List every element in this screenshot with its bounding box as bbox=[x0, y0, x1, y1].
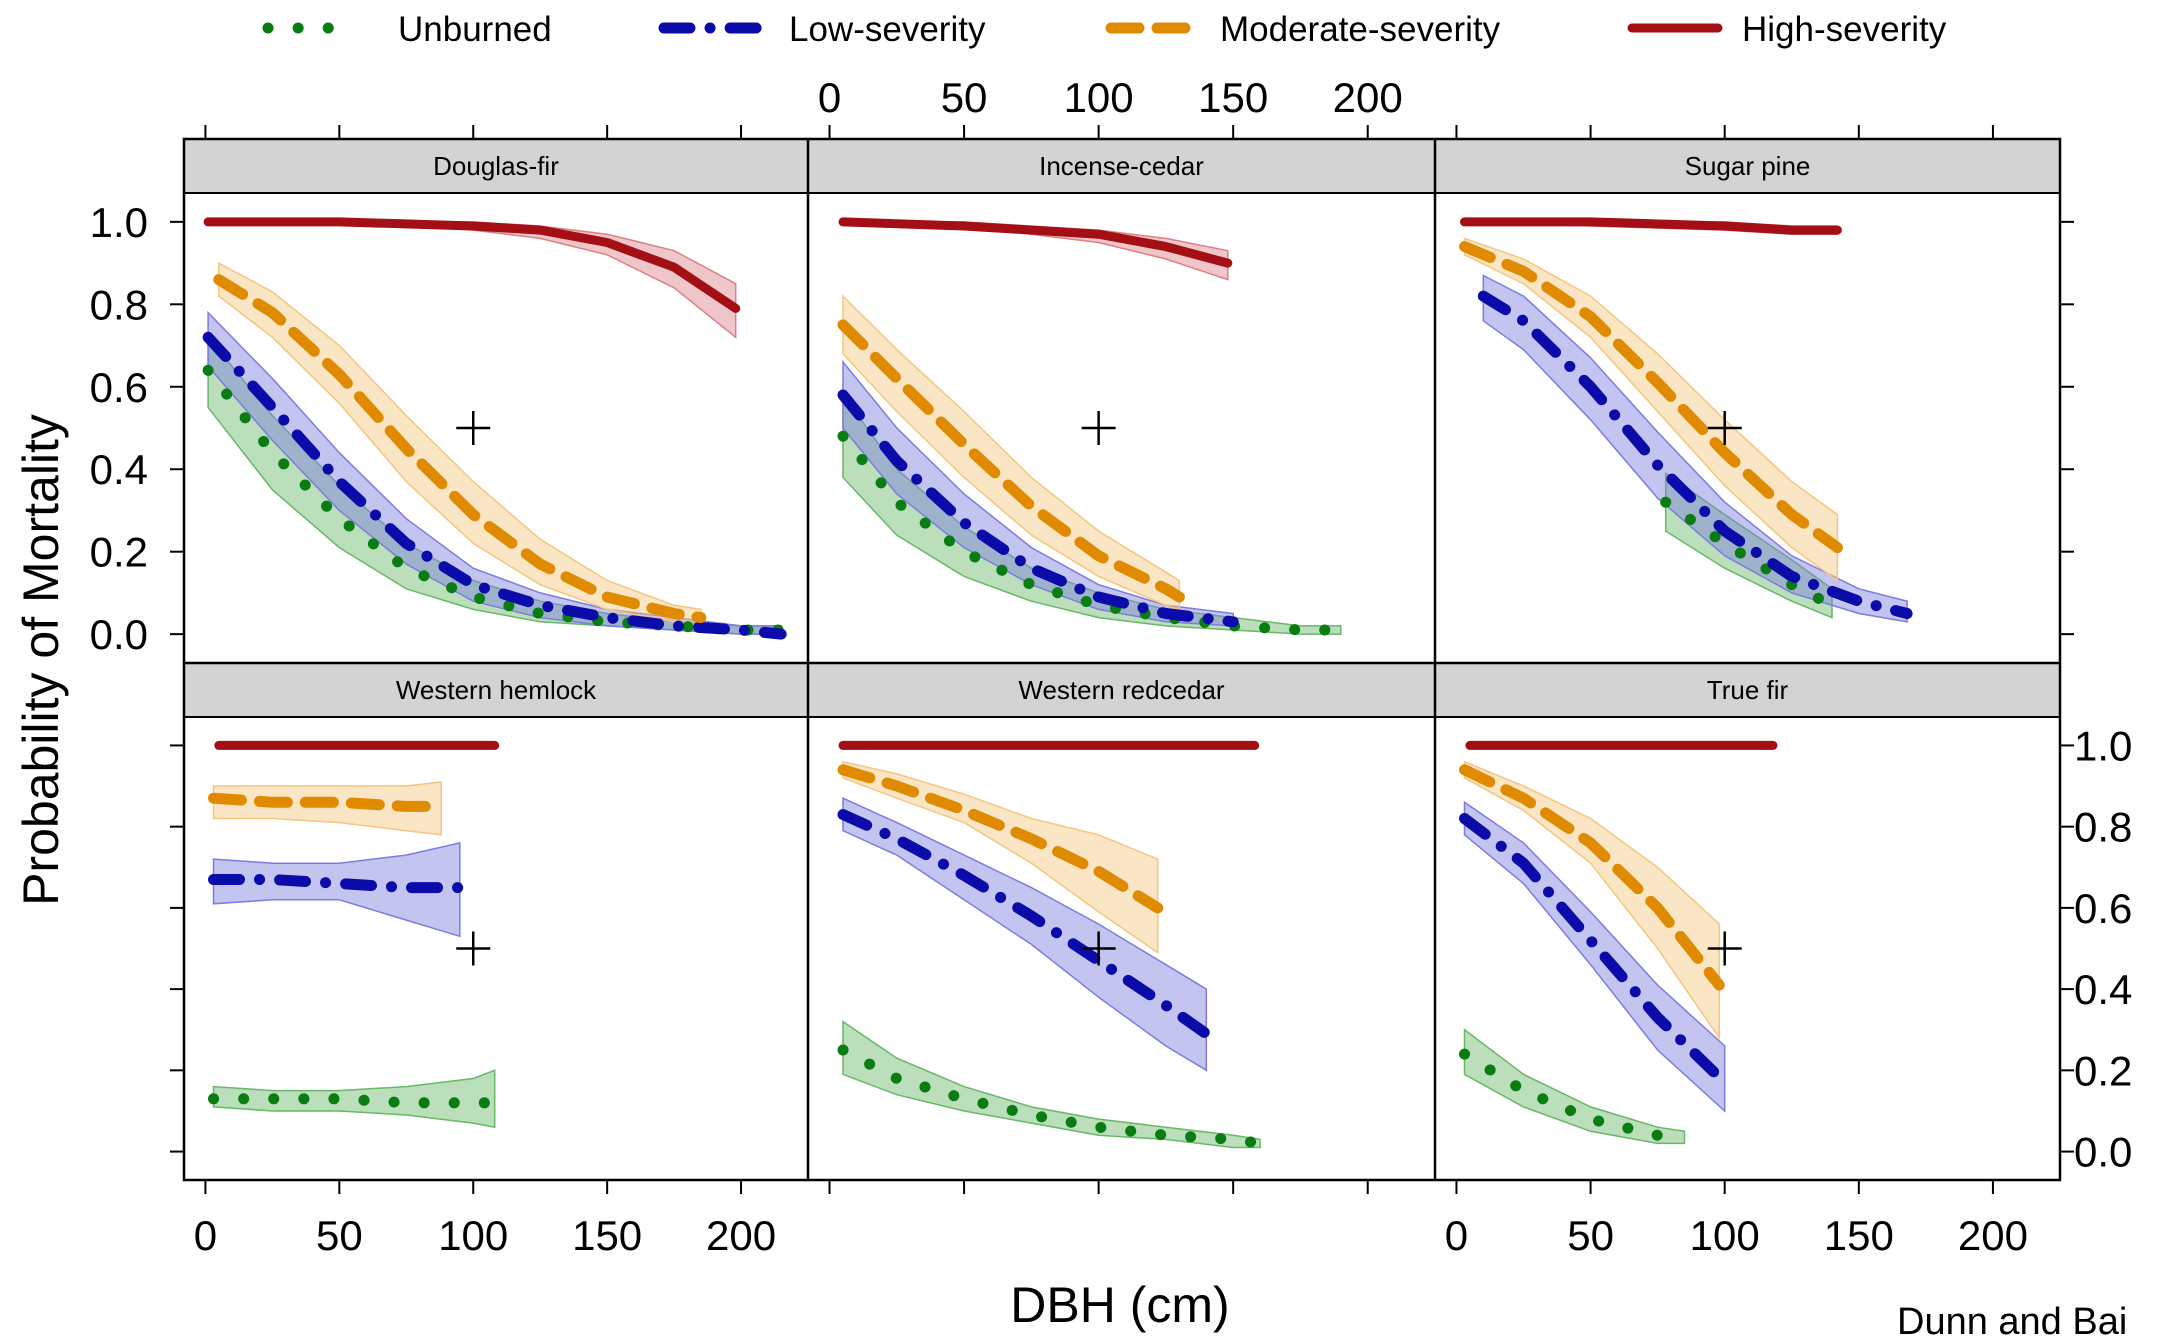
reference-cross-marker bbox=[456, 931, 491, 966]
panel-strip bbox=[183, 138, 809, 194]
confidence-band-unburned bbox=[1463, 1028, 1686, 1145]
confidence-band-low bbox=[1482, 274, 1908, 623]
attribution-credit: Dunn and Bai bbox=[1897, 1303, 2128, 1339]
y-tick-label-right: 0.0 bbox=[2074, 1129, 2132, 1176]
panel-strip bbox=[183, 662, 809, 718]
panel-series bbox=[837, 217, 1347, 636]
y-tick-label: 0.4 bbox=[90, 446, 148, 493]
reference-cross-marker bbox=[1081, 411, 1116, 445]
x-tick-label: 200 bbox=[706, 1212, 776, 1259]
panel-douglas-fir: Douglas-fir bbox=[183, 138, 809, 640]
confidence-band-moderate bbox=[842, 760, 1159, 955]
reference-cross-marker bbox=[1707, 931, 1742, 966]
series-line-high bbox=[838, 217, 1233, 268]
y-tick-label-right: 0.8 bbox=[2074, 804, 2132, 851]
panel-western-redcedar: Western redcedar bbox=[807, 662, 1436, 1149]
confidence-band-low bbox=[1463, 800, 1726, 1113]
confidence-band-low bbox=[842, 797, 1208, 1072]
panel-title: Sugar pine bbox=[1685, 151, 1811, 181]
panel-strip bbox=[1434, 662, 2061, 718]
series-line-high bbox=[203, 217, 741, 313]
x-tick-label-top: 200 bbox=[1333, 74, 1403, 121]
confidence-band-moderate bbox=[1463, 760, 1721, 1041]
series-line-low bbox=[1477, 290, 1913, 619]
panel-series bbox=[1459, 217, 1913, 623]
y-tick-label: 0.2 bbox=[90, 529, 148, 576]
y-axis-title: Probability of Mortality bbox=[13, 414, 69, 906]
y-tick-label: 1.0 bbox=[90, 199, 148, 246]
panel-true-fir: True fir bbox=[1434, 662, 2061, 1145]
legend: Unburned Low-severity Moderate-severity Hig… bbox=[262, 10, 1947, 49]
series-line-unburned bbox=[837, 1044, 1266, 1149]
confidence-band-moderate bbox=[842, 294, 1181, 611]
axes: 0 50 100 150 200 0 50 100 150 200 0 50 100 150 200 0.0 0… bbox=[13, 74, 2132, 1333]
panel-strip bbox=[807, 138, 1436, 194]
y-tick-label-right: 0.2 bbox=[2074, 1047, 2132, 1094]
x-tick-label-top: 50 bbox=[941, 74, 988, 121]
chart-frame bbox=[182, 137, 2062, 1182]
y-tick-label-right: 0.4 bbox=[2074, 966, 2132, 1013]
legend-label-low: Low-severity bbox=[789, 10, 986, 49]
x-tick-label: 100 bbox=[1690, 1212, 1760, 1259]
y-tick-label-right: 1.0 bbox=[2074, 722, 2132, 769]
x-tick-label: 100 bbox=[438, 1212, 508, 1259]
x-tick-label-top: 150 bbox=[1198, 74, 1268, 121]
confidence-band-unburned bbox=[212, 1069, 496, 1129]
series-line-low bbox=[837, 809, 1212, 1040]
series-line-unburned bbox=[202, 364, 787, 636]
panel-series bbox=[202, 217, 787, 640]
panel-series bbox=[837, 740, 1266, 1149]
y-tick-label-right: 0.6 bbox=[2074, 885, 2132, 932]
x-tick-label: 0 bbox=[1445, 1212, 1468, 1259]
panel-title: Douglas-fir bbox=[433, 151, 559, 181]
series-line-moderate bbox=[837, 319, 1185, 603]
confidence-band-moderate bbox=[212, 781, 442, 836]
panel-title: Incense-cedar bbox=[1039, 151, 1204, 181]
reference-cross-marker bbox=[1081, 931, 1116, 966]
series-line-moderate bbox=[837, 764, 1164, 914]
series-line-low bbox=[208, 874, 466, 894]
panel-western-hemlock: Western hemlock bbox=[183, 662, 809, 1129]
x-tick-label: 150 bbox=[1824, 1212, 1894, 1259]
x-tick-label: 200 bbox=[1958, 1212, 2028, 1259]
panel-strip bbox=[1434, 138, 2061, 194]
panel-title: Western hemlock bbox=[396, 675, 597, 705]
confidence-band-unburned bbox=[842, 392, 1342, 635]
x-tick-label: 150 bbox=[572, 1212, 642, 1259]
x-axis-title: DBH (cm) bbox=[1010, 1277, 1229, 1333]
panel-title: True fir bbox=[1707, 675, 1789, 705]
x-tick-label: 50 bbox=[1567, 1212, 1614, 1259]
legend-label-high: High-severity bbox=[1742, 10, 1947, 49]
reference-cross-marker bbox=[456, 411, 491, 445]
reference-cross-marker bbox=[1707, 411, 1742, 445]
confidence-band-moderate bbox=[1463, 237, 1839, 582]
x-tick-label: 0 bbox=[194, 1212, 217, 1259]
x-tick-label-top: 0 bbox=[818, 74, 841, 121]
y-tick-label: 0.0 bbox=[90, 611, 148, 658]
panel-incense-cedar: Incense-cedar bbox=[807, 138, 1436, 636]
legend-label-moderate: Moderate-severity bbox=[1220, 10, 1501, 49]
series-line-moderate bbox=[213, 274, 707, 624]
series-line-moderate bbox=[208, 792, 447, 812]
x-tick-label-top: 100 bbox=[1064, 74, 1134, 121]
series-line-moderate bbox=[1459, 764, 1725, 991]
series-line-moderate bbox=[1459, 241, 1843, 554]
x-tick-label: 50 bbox=[316, 1212, 363, 1259]
y-tick-label: 0.6 bbox=[90, 364, 148, 411]
panel-sugar-pine: Sugar pine bbox=[1434, 138, 2061, 623]
y-tick-label: 0.8 bbox=[90, 281, 148, 328]
series-line-low bbox=[1459, 813, 1731, 1088]
panel-title: Western redcedar bbox=[1018, 675, 1225, 705]
panel-series bbox=[1459, 740, 1778, 1145]
confidence-band-low bbox=[212, 841, 461, 938]
panel-series bbox=[208, 740, 501, 1129]
series-line-low bbox=[837, 389, 1239, 628]
series-line-high bbox=[1460, 217, 1842, 235]
legend-label-unburned: Unburned bbox=[398, 10, 552, 49]
series-line-low bbox=[202, 331, 787, 640]
